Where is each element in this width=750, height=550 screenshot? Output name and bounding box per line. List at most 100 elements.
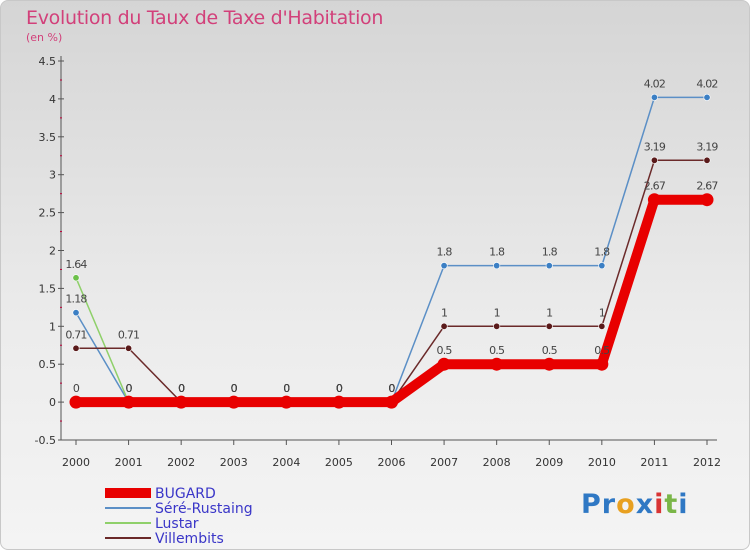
data-label-bugard: 0.5 (594, 344, 610, 357)
data-point-s-r-rustaing (545, 262, 553, 270)
y-tick-label: 1 (49, 320, 56, 333)
logo-letter: t (664, 489, 679, 520)
data-label-s-r-rustaing: 0 (388, 382, 395, 395)
data-label-bugard: 2.67 (696, 180, 718, 193)
x-tick-label: 2003 (220, 456, 248, 469)
data-label-s-r-rustaing: 1.8 (542, 246, 558, 259)
x-tick-label: 2012 (693, 456, 721, 469)
data-label-bugard: 0 (231, 382, 238, 395)
y-tick-label: 4 (49, 93, 56, 106)
data-point-bugard (279, 395, 293, 409)
data-label-lustar: 0 (388, 382, 395, 395)
data-label-bugard: 0 (388, 382, 395, 395)
y-tick-label: 3 (49, 169, 56, 182)
data-point-bugard (122, 395, 136, 409)
data-label-villembits: 0 (178, 382, 185, 395)
x-tick-label: 2010 (588, 456, 616, 469)
data-point-bugard (542, 357, 556, 371)
data-label-villembits: 1 (599, 306, 605, 319)
data-point-villembits (125, 344, 133, 352)
data-point-villembits (493, 322, 501, 330)
data-label-s-r-rustaing: 4.02 (644, 77, 665, 90)
legend-label: Villembits (155, 531, 224, 547)
legend-label: Lustar (155, 516, 199, 532)
data-point-villembits (703, 156, 711, 164)
data-point-s-r-rustaing (493, 262, 501, 270)
data-label-bugard: 0.5 (437, 344, 453, 357)
data-label-lustar: 0 (178, 382, 185, 395)
data-label-s-r-rustaing: 0 (178, 382, 185, 395)
logo-letter: r (601, 489, 617, 520)
data-point-bugard (385, 395, 398, 409)
data-label-lustar: 0 (125, 382, 132, 395)
data-point-villembits (650, 156, 658, 164)
data-label-villembits: 3.19 (696, 140, 718, 153)
data-point-s-r-rustaing (598, 262, 606, 270)
data-label-villembits: 0 (283, 382, 290, 395)
logo-letter: x (635, 489, 655, 520)
y-tick-label: 0 (49, 396, 56, 409)
data-label-s-r-rustaing: 0 (231, 382, 238, 395)
data-point-s-r-rustaing (650, 93, 658, 101)
data-label-lustar: 0 (336, 382, 343, 395)
data-point-bugard (69, 395, 83, 409)
data-point-s-r-rustaing (703, 93, 711, 101)
data-label-villembits: 0 (336, 382, 343, 395)
data-label-bugard: 0 (283, 382, 290, 395)
data-label-s-r-rustaing: 1.18 (65, 293, 87, 306)
data-point-bugard (437, 357, 451, 371)
data-point-bugard (595, 357, 609, 371)
data-label-bugard: 0.5 (489, 344, 505, 357)
data-label-s-r-rustaing: 0 (125, 382, 132, 395)
data-point-villembits (545, 322, 553, 330)
data-label-villembits: 1 (546, 306, 552, 319)
y-tick-label: 3.5 (39, 131, 57, 144)
data-point-bugard (490, 357, 504, 371)
y-tick-label: 0.5 (39, 358, 57, 371)
data-point-s-r-rustaing (72, 309, 80, 317)
x-tick-label: 2004 (272, 456, 300, 469)
data-label-s-r-rustaing: 1.8 (489, 246, 505, 259)
data-point-villembits (440, 322, 448, 330)
data-label-bugard: 2.67 (644, 180, 666, 193)
x-tick-label: 2007 (430, 456, 458, 469)
data-label-villembits: 0.71 (65, 328, 86, 341)
data-label-bugard: 0 (125, 382, 132, 395)
data-label-s-r-rustaing: 0 (336, 382, 343, 395)
data-label-bugard: 0.5 (542, 344, 558, 357)
y-tick-label: 2 (49, 245, 56, 258)
data-point-bugard (332, 395, 346, 409)
data-point-bugard (700, 193, 714, 207)
legend-label: Séré-Rustaing (155, 501, 253, 517)
data-label-lustar: 1.64 (65, 258, 87, 271)
data-label-s-r-rustaing: 1.8 (437, 246, 453, 259)
data-label-villembits: 1 (494, 306, 500, 319)
logo-letter: P (581, 489, 602, 520)
data-point-lustar (72, 274, 80, 282)
data-label-lustar: 0 (283, 382, 290, 395)
logo-letter: i (678, 489, 689, 520)
data-point-bugard (227, 395, 241, 409)
x-tick-label: 2009 (535, 456, 563, 469)
data-point-villembits (598, 322, 606, 330)
data-label-villembits: 1 (441, 306, 447, 319)
x-tick-label: 2011 (640, 456, 668, 469)
data-label-villembits: 3.19 (644, 140, 666, 153)
x-tick-label: 2002 (167, 456, 195, 469)
proxiti-logo: Proxiti (581, 489, 689, 520)
x-tick-label: 2008 (483, 456, 511, 469)
x-tick-label: 2001 (115, 456, 143, 469)
data-label-bugard: 0 (178, 382, 185, 395)
data-point-bugard (647, 193, 661, 207)
x-tick-label: 2005 (325, 456, 353, 469)
logo-letter: i (654, 489, 665, 520)
x-tick-label: 2006 (378, 456, 406, 469)
data-label-lustar: 0 (231, 382, 238, 395)
data-label-villembits: 0 (231, 382, 238, 395)
legend-label: BUGARD (155, 486, 216, 502)
y-tick-label: 1.5 (39, 282, 57, 295)
y-tick-label: 2.5 (39, 207, 57, 220)
y-tick-label: 4.5 (39, 55, 57, 68)
series-line-s-r-rustaing (75, 96, 708, 403)
